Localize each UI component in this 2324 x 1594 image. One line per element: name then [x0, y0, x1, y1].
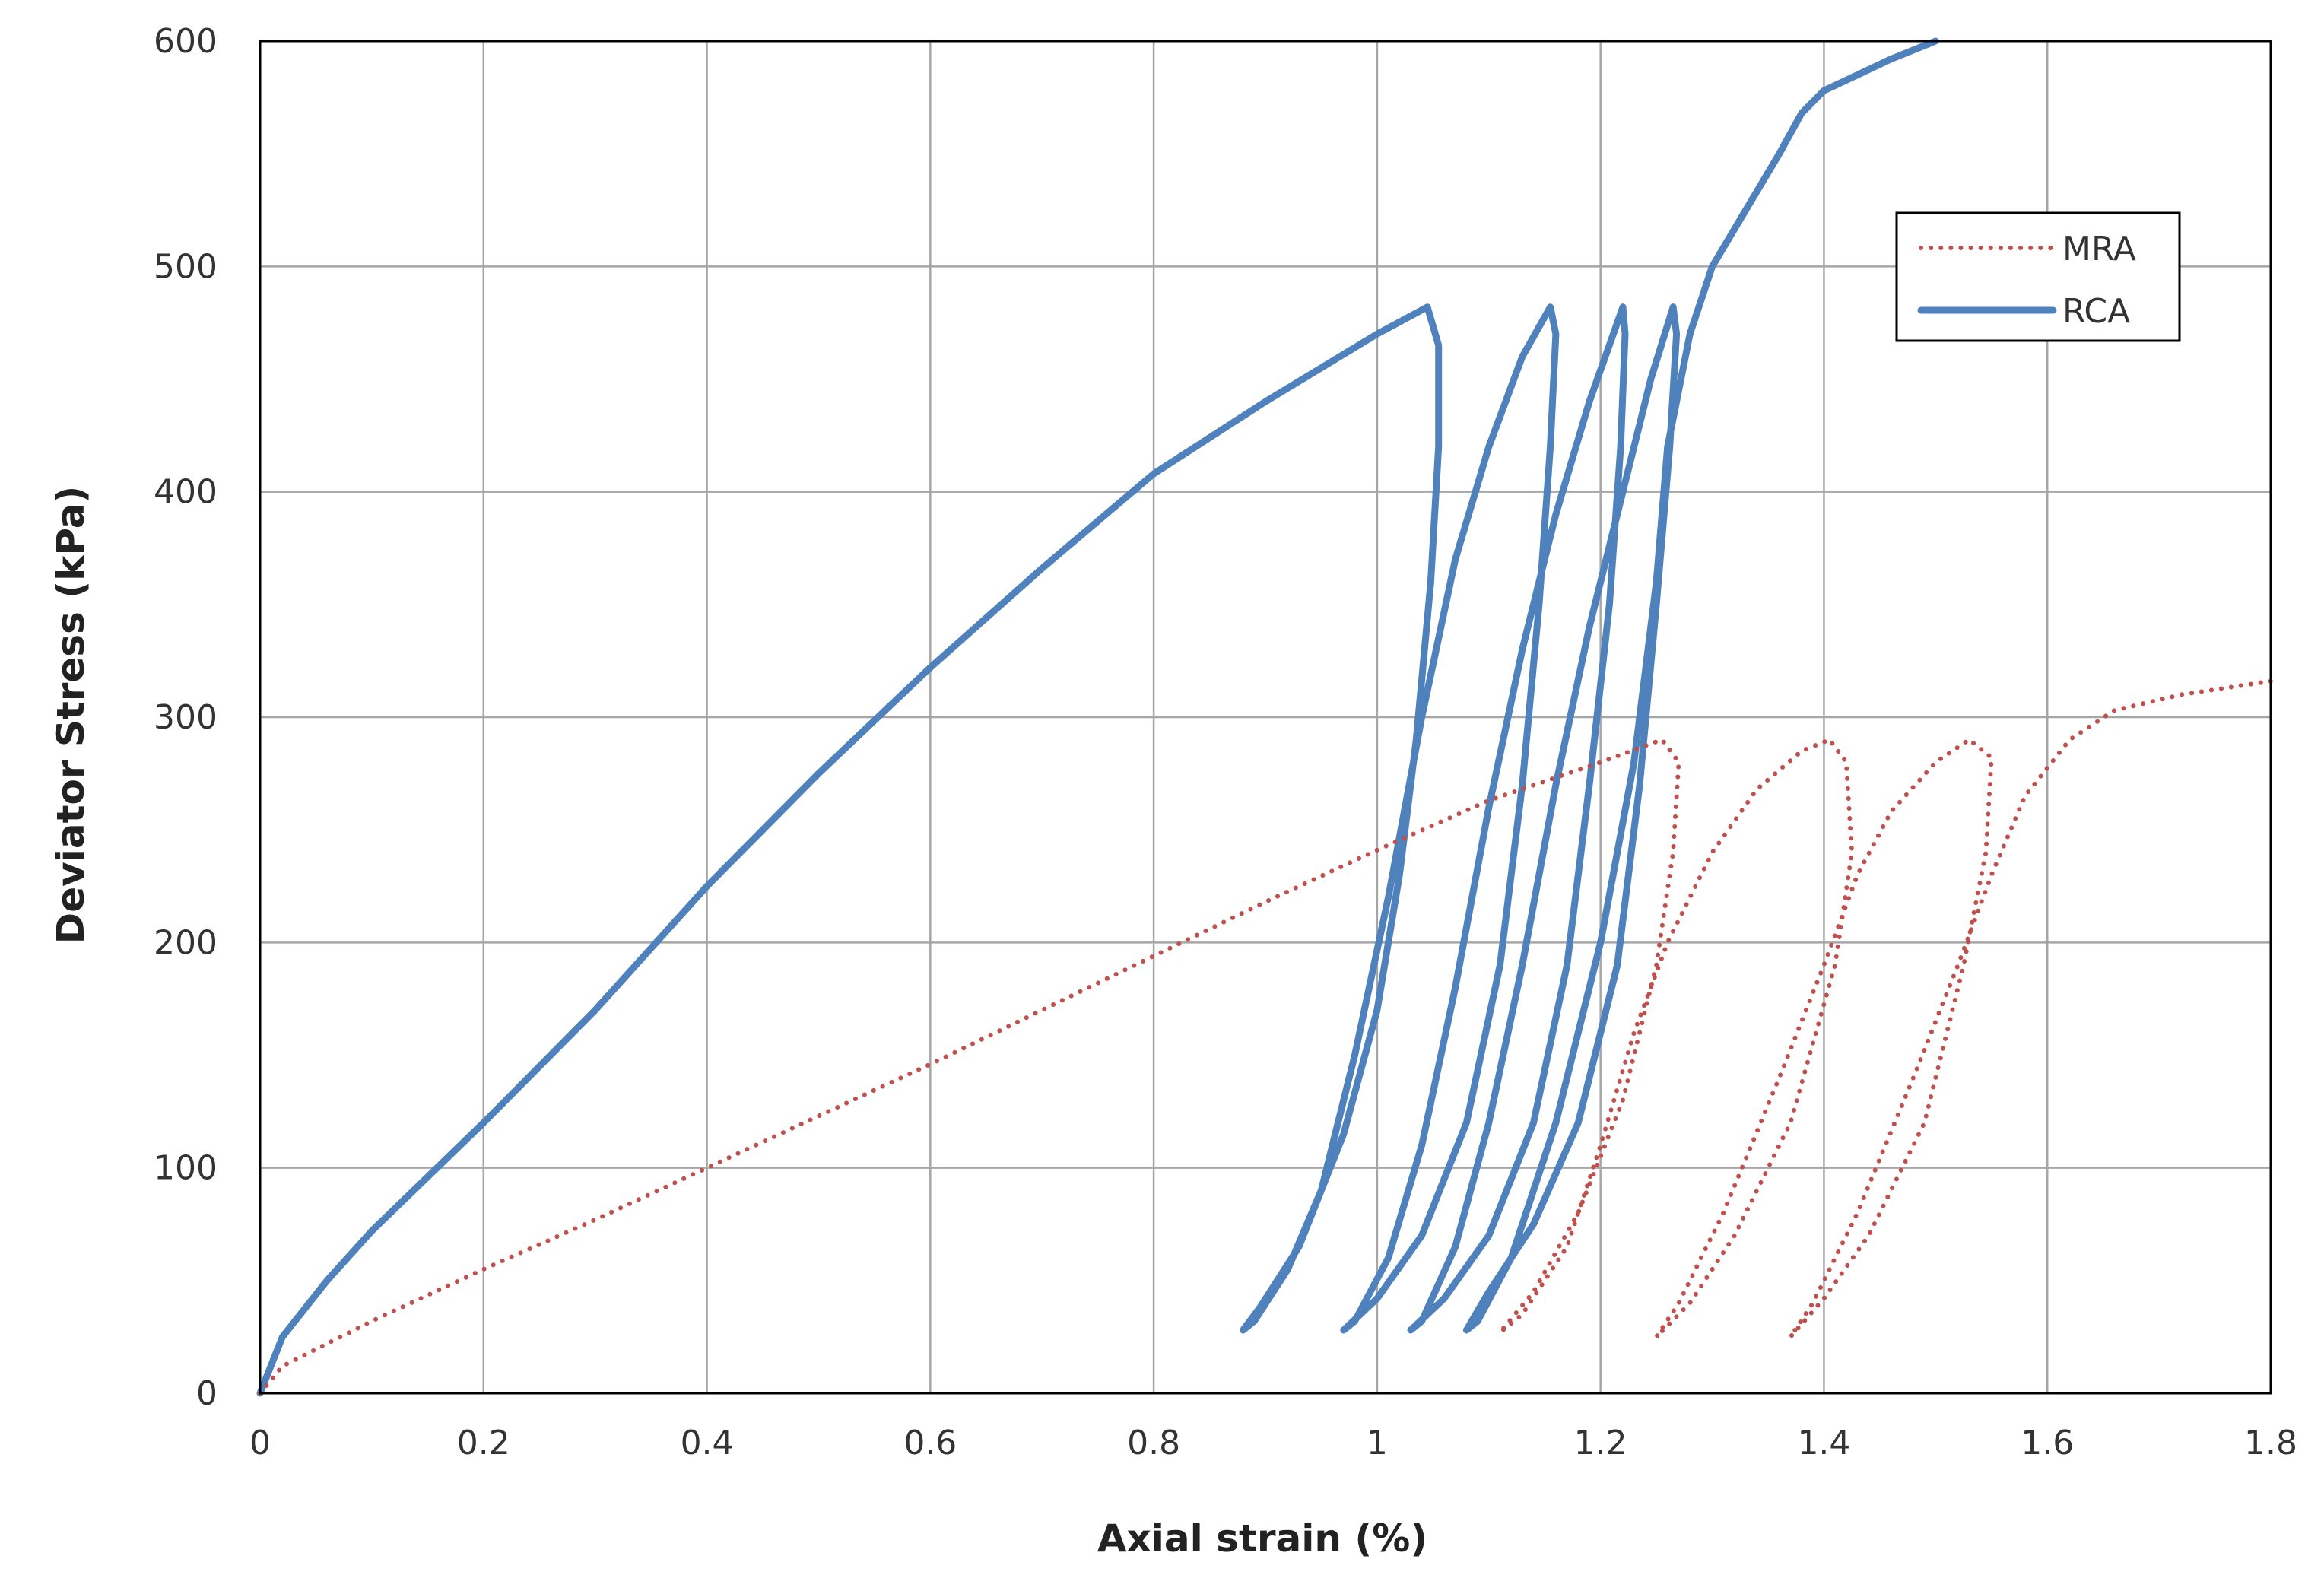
plot-frame: [259, 40, 2272, 1395]
series-line-rca: [256, 37, 1939, 1397]
y-tick-labels: 0 100 200 300 400 500 600: [154, 22, 217, 1413]
x-tick-label: 0.2: [457, 1424, 510, 1462]
y-tick-label: 300: [154, 698, 217, 737]
x-tick-labels: 0 0.2 0.4 0.6 0.8 1 1.2 1.4 1.6 1.8: [249, 1424, 2297, 1462]
legend-label-mra: MRA: [2062, 230, 2136, 268]
x-tick-label: 0: [249, 1424, 271, 1462]
x-tick-label: 0.8: [1127, 1424, 1180, 1462]
y-tick-label: 100: [154, 1149, 217, 1188]
y-tick-label: 400: [154, 473, 217, 512]
x-tick-label: 1.2: [1574, 1424, 1627, 1462]
legend: MRA RCA: [1895, 211, 2181, 342]
x-tick-label: 0.4: [681, 1424, 734, 1462]
x-tick-label: 1.6: [2021, 1424, 2074, 1462]
legend-label-rca: RCA: [2062, 292, 2130, 331]
y-tick-label: 0: [196, 1374, 217, 1413]
series-line-mra: [258, 678, 2273, 1396]
x-tick-label: 0.6: [903, 1424, 957, 1462]
y-tick-label: 200: [154, 923, 217, 962]
legend-box: [1895, 211, 2181, 342]
series-group: [256, 37, 2273, 1397]
x-tick-label: 1: [1367, 1424, 1388, 1462]
y-axis-title: Deviator Stress (kPa): [49, 486, 93, 945]
y-tick-label: 600: [154, 22, 217, 61]
y-tick-label: 500: [154, 247, 217, 286]
x-tick-label: 1.4: [1797, 1424, 1850, 1462]
x-tick-label: 1.8: [2244, 1424, 2297, 1462]
x-axis-title: Axial strain (%): [1097, 1516, 1427, 1561]
